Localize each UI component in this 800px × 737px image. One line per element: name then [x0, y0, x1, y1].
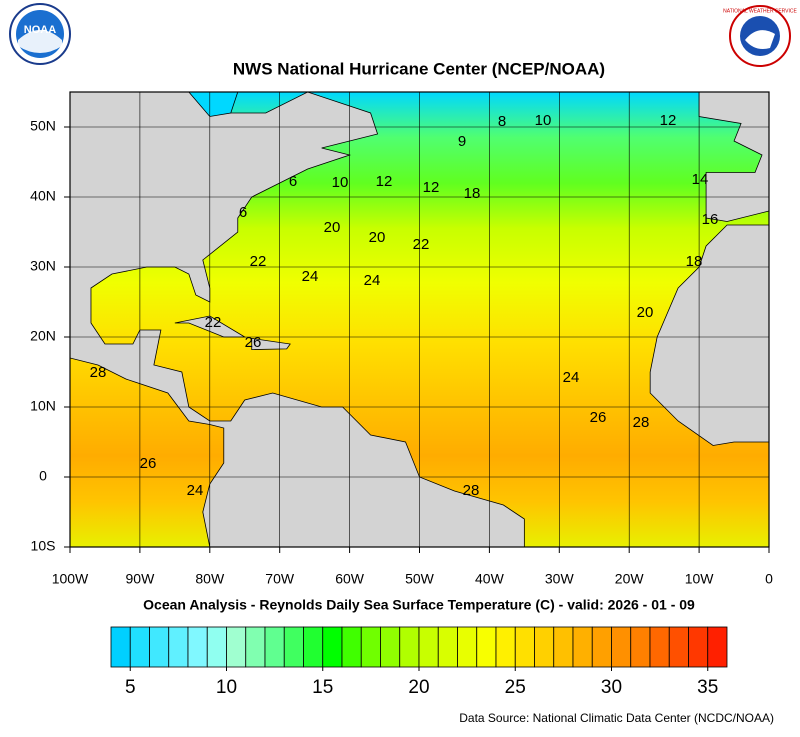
y-tick-label: 10S	[31, 538, 56, 554]
colorbar-tick-label: 10	[216, 677, 237, 698]
colorbar-box	[187, 626, 208, 668]
colorbar-box	[534, 626, 555, 668]
contour-label: 26	[140, 455, 157, 472]
colorbar-box	[264, 626, 285, 668]
colorbar-box	[649, 626, 670, 668]
y-tick-label: 10N	[30, 398, 56, 414]
colorbar-box	[630, 626, 651, 668]
colorbar-tick-label: 30	[601, 677, 622, 698]
subtitle: Ocean Analysis - Reynolds Daily Sea Surf…	[143, 597, 695, 613]
colorbar-tick-label: 25	[505, 677, 526, 698]
y-tick-label: 40N	[30, 188, 56, 204]
contour-label: 24	[563, 369, 580, 386]
land-americas	[69, 91, 525, 548]
contour-label: 10	[535, 112, 552, 129]
colorbar-box	[149, 626, 170, 668]
x-tick-label: 20W	[615, 571, 645, 587]
colorbar-tick-label: 15	[312, 677, 333, 698]
map: 100W 90W 80W 70W 60W 50W 40W 30W 20W 10W 0 10S 0 10N 2…	[30, 91, 773, 587]
colorbar-box	[572, 626, 593, 668]
x-tick-label: 100W	[52, 571, 89, 587]
colorbar-box	[399, 626, 420, 668]
colorbar-box	[476, 626, 497, 668]
contour-label: 8	[498, 113, 506, 130]
colorbar-box	[553, 626, 574, 668]
contour-label: 12	[423, 179, 440, 196]
contour-label: 24	[187, 482, 204, 499]
contour-label: 12	[376, 173, 393, 190]
colorbar-box	[380, 626, 401, 668]
colorbar-box	[591, 626, 612, 668]
x-tick-label: 30W	[545, 571, 575, 587]
y-tick-label: 20N	[30, 328, 56, 344]
nws-logo: NATIONAL WEATHER SERVICE	[723, 5, 798, 67]
colorbar-box	[206, 626, 227, 668]
colorbar-box	[322, 626, 343, 668]
colorbar-box	[360, 626, 381, 668]
contour-label: 16	[702, 211, 719, 228]
y-tick-label: 0	[39, 468, 47, 484]
x-tick-label: 60W	[335, 571, 365, 587]
colorbar-tick-label: 20	[408, 677, 429, 698]
contour-label: 24	[364, 272, 381, 289]
x-tick-label: 40W	[475, 571, 505, 587]
colorbar-box	[437, 626, 458, 668]
noaa-logo: NOAA	[9, 3, 71, 65]
colorbar-box	[418, 626, 439, 668]
contour-label: 26	[590, 409, 607, 426]
colorbar-box	[514, 626, 535, 668]
colorbar-box	[168, 626, 189, 668]
colorbar-box	[303, 626, 324, 668]
colorbar-box	[226, 626, 247, 668]
contour-label: 28	[633, 414, 650, 431]
colorbar-box	[110, 626, 131, 668]
contour-label: 22	[413, 236, 430, 253]
contour-label: 6	[239, 204, 247, 221]
x-tick-label: 70W	[265, 571, 295, 587]
y-tick-label: 30N	[30, 258, 56, 274]
colorbar-box	[457, 626, 478, 668]
colorbar: 5 10 15 20 25 30 35	[110, 626, 728, 698]
colorbar-box	[495, 626, 516, 668]
x-tick-label: 0	[765, 571, 773, 587]
data-source: Data Source: National Climatic Data Cent…	[459, 711, 774, 725]
colorbar-box	[283, 626, 304, 668]
contour-label: 10	[332, 174, 349, 191]
colorbar-box	[611, 626, 632, 668]
colorbar-box	[688, 626, 709, 668]
land-hispaniola	[251, 337, 291, 351]
contour-label: 9	[458, 133, 466, 150]
logo-text: NOAA	[24, 24, 56, 36]
colorbar-box	[707, 626, 728, 668]
contour-label: 28	[90, 364, 107, 381]
x-tick-label: 80W	[195, 571, 225, 587]
colorbar-tick-label: 5	[125, 677, 136, 698]
y-tick-label: 50N	[30, 118, 56, 134]
colorbar-box	[341, 626, 362, 668]
logo-text: NATIONAL WEATHER SERVICE	[723, 8, 797, 14]
x-tick-label: 10W	[685, 571, 715, 587]
contour-label: 26	[245, 334, 262, 351]
colorbar-tick-label: 35	[697, 677, 718, 698]
colorbar-box	[668, 626, 689, 668]
contour-label: 24	[302, 268, 319, 285]
contour-label: 6	[289, 173, 297, 190]
x-tick-label: 90W	[126, 571, 156, 587]
title: NWS National Hurricane Center (NCEP/NOAA…	[233, 59, 605, 78]
contour-label: 14	[692, 171, 709, 188]
contour-label: 18	[686, 253, 703, 270]
colorbar-box	[245, 626, 266, 668]
contour-label: 22	[250, 253, 267, 270]
contour-label: 28	[463, 482, 480, 499]
colorbar-box	[129, 626, 150, 668]
contour-label: 18	[464, 185, 481, 202]
contour-label: 20	[637, 304, 654, 321]
contour-label: 20	[369, 229, 386, 246]
contour-label: 20	[324, 219, 341, 236]
x-tick-label: 50W	[405, 571, 435, 587]
contour-label: 22	[205, 314, 222, 331]
map-frame	[69, 91, 770, 548]
contour-label: 12	[660, 112, 677, 129]
